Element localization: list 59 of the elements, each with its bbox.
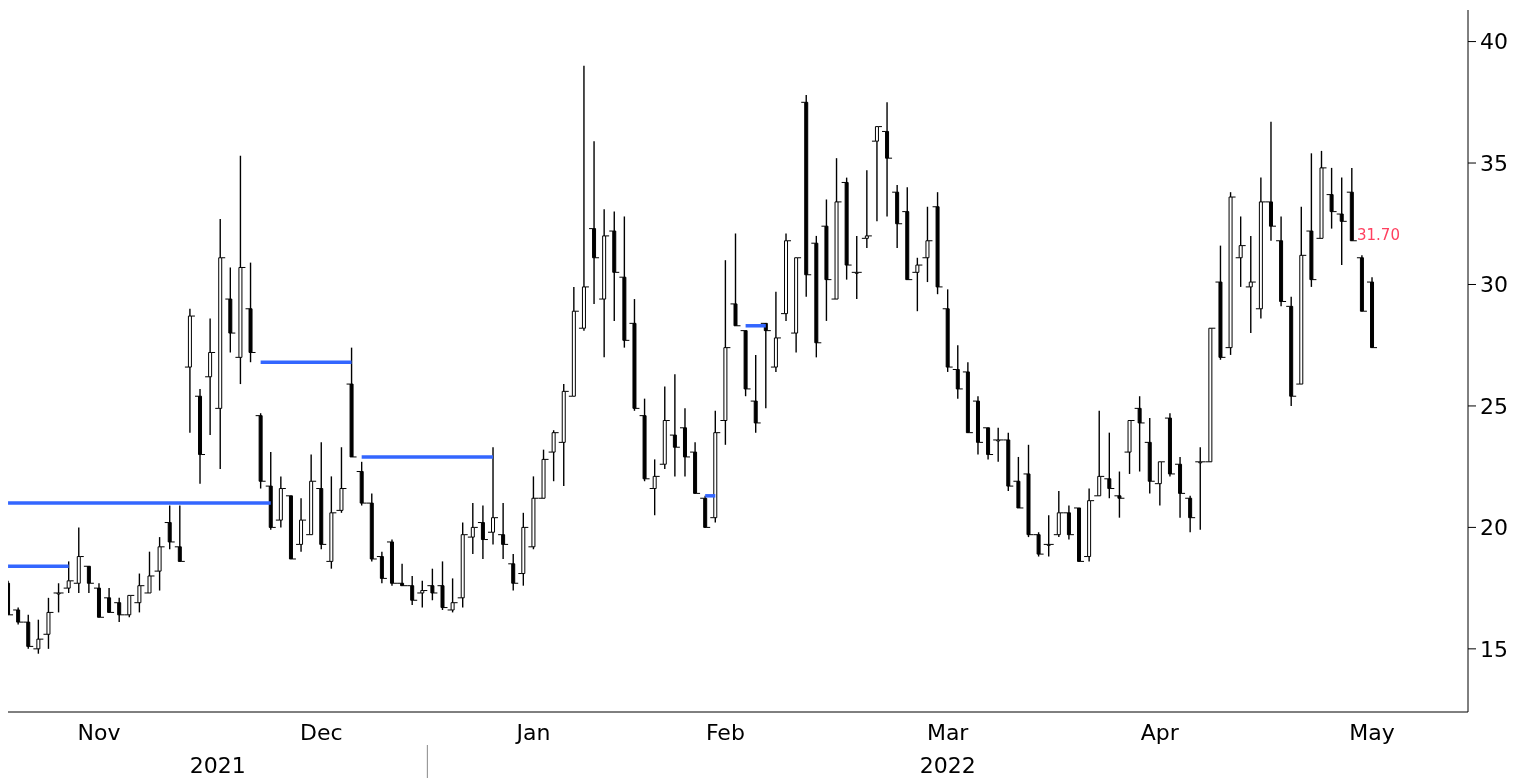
candlestick (144, 550, 155, 594)
candlestick (83, 565, 95, 594)
candlestick (447, 577, 459, 614)
text: 2021 (189, 753, 246, 778)
candlestick (426, 567, 438, 601)
candlestick (477, 504, 489, 560)
candlestick (911, 257, 923, 312)
y-tick-label: 35 (1480, 150, 1508, 176)
candlestick (103, 587, 115, 614)
x-tick-label: May (1349, 720, 1395, 745)
candlestick (416, 580, 428, 609)
candlestick (487, 446, 499, 546)
candlestick (174, 504, 186, 563)
x-tick-label: Feb (705, 720, 745, 745)
candlestick (1235, 215, 1247, 288)
candlestick (871, 125, 883, 223)
candlestick (1154, 461, 1166, 507)
candlestick (1245, 235, 1257, 334)
candlestick (1336, 176, 1348, 266)
candlestick (1184, 495, 1196, 533)
candlestick (42, 597, 54, 650)
candlestick (861, 169, 873, 249)
x-tick-label: Dec (299, 720, 343, 745)
candlestick (63, 560, 75, 594)
candlestick (1043, 514, 1055, 558)
x-tick-label: Jan (514, 720, 551, 745)
candlestick (952, 344, 964, 400)
candlestick (1326, 167, 1338, 230)
candlestick (851, 235, 863, 300)
candlestick (669, 373, 681, 478)
candlestick (335, 446, 347, 514)
x-tick-label: Apr (1140, 720, 1180, 745)
x-tick-label: Nov (77, 720, 121, 745)
candlestick (730, 232, 741, 327)
candlestick (32, 619, 44, 655)
candlestick (1103, 431, 1115, 499)
candlestick (1093, 410, 1105, 497)
candlestick (1134, 395, 1146, 473)
y-tick-label: 30 (1480, 272, 1508, 298)
candlestick (437, 560, 448, 611)
x-tick-label: Mar (926, 720, 970, 745)
candlestick (467, 502, 479, 555)
candlestick (53, 582, 65, 614)
y-tick-label: 20 (1480, 515, 1508, 541)
y-tick-label: 25 (1480, 393, 1508, 419)
candlestick (507, 553, 519, 592)
candlestick (921, 206, 933, 283)
text: 2022 (919, 753, 976, 778)
candlestick (1113, 470, 1125, 519)
candlestick (750, 354, 762, 434)
candlestick (164, 504, 176, 550)
candlestick (548, 429, 560, 482)
candlestick (649, 458, 661, 516)
candlestick (497, 502, 509, 560)
y-tick-label: 15 (1480, 636, 1508, 662)
y-tick-label: 40 (1480, 29, 1508, 55)
candlestick (133, 572, 145, 614)
candlestick (376, 550, 388, 584)
annotation: 31.70 (1357, 226, 1400, 244)
